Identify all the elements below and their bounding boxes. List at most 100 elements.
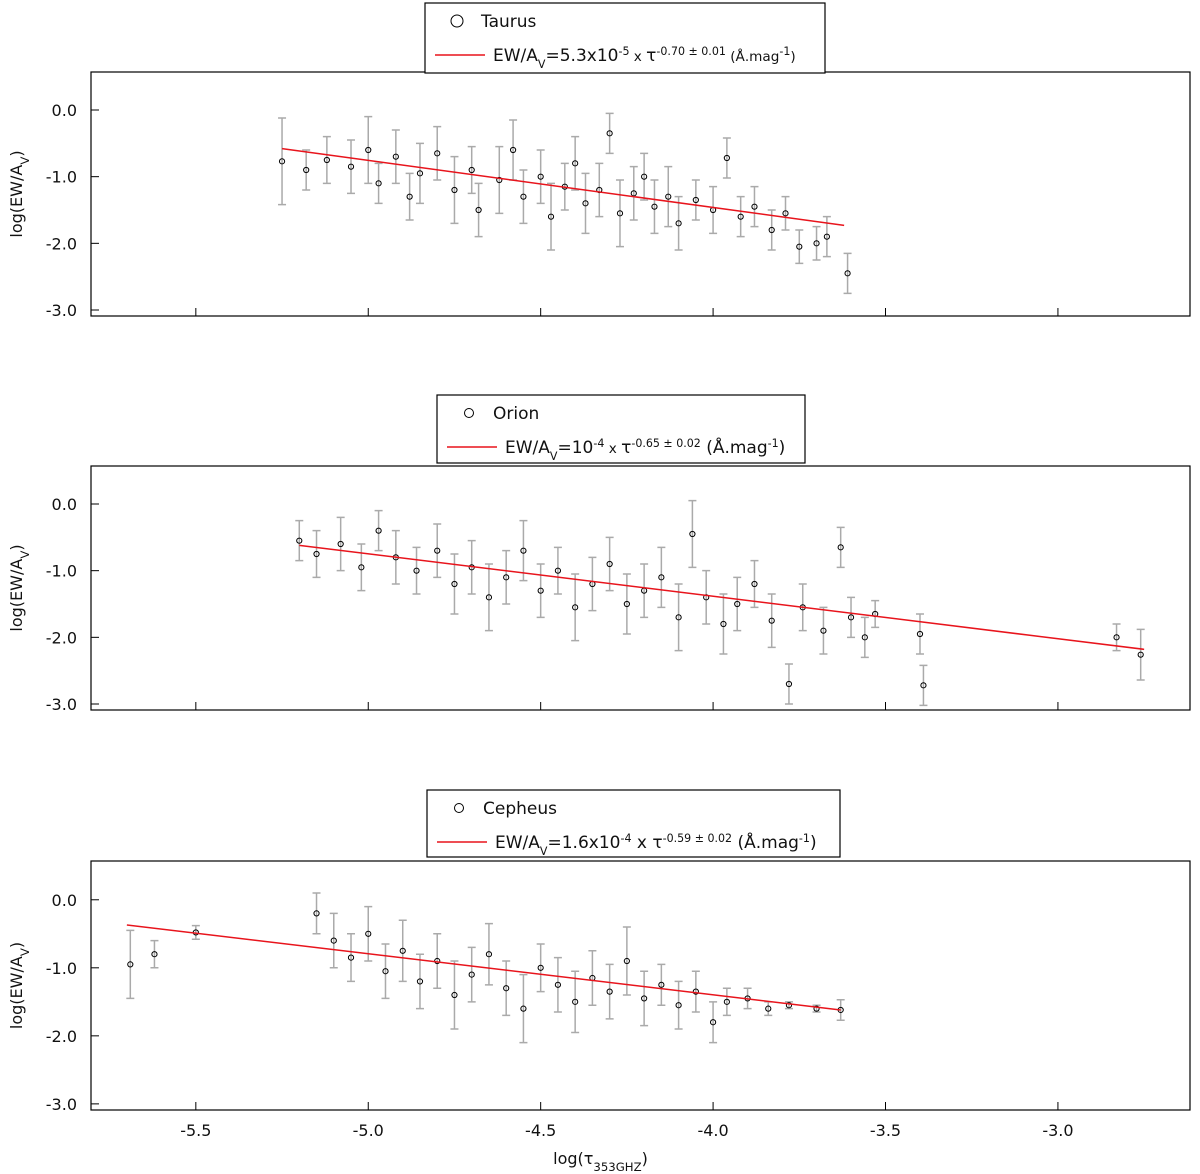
- point: [296, 537, 303, 544]
- point: [375, 180, 382, 187]
- error-bar: [781, 195, 790, 231]
- x-tick-label: -4.5: [525, 1121, 556, 1140]
- error-bar: [484, 922, 493, 986]
- text-part: log(EW/A: [7, 559, 26, 632]
- legend-label: EW/AV=1.6x10-4 x τ-0.59 ± 0.02 (Å.mag-1): [495, 831, 817, 858]
- point: [416, 978, 424, 985]
- error-bar: [467, 946, 476, 1003]
- text-part: Taurus: [480, 12, 537, 32]
- error-bar: [278, 117, 287, 206]
- text-part: =1.6x10: [547, 833, 620, 853]
- error-bar: [374, 509, 383, 552]
- error-bar: [657, 546, 666, 609]
- point: [723, 998, 730, 1005]
- point: [365, 930, 372, 937]
- point: [751, 580, 758, 588]
- text-part: ): [7, 544, 26, 550]
- error-bar: [357, 543, 366, 592]
- x-tick-label: -5.5: [180, 1121, 211, 1140]
- error-bar: [364, 905, 373, 962]
- error-bar: [919, 664, 928, 707]
- point: [623, 600, 630, 608]
- error-bar: [536, 943, 545, 993]
- error-bar: [750, 185, 759, 228]
- error-bar: [605, 536, 614, 592]
- point: [582, 200, 589, 207]
- point: [658, 981, 665, 988]
- point: [434, 547, 441, 554]
- point: [692, 988, 699, 995]
- point: [503, 985, 510, 992]
- point: [751, 203, 758, 210]
- point: [709, 1019, 717, 1026]
- point: [572, 998, 579, 1005]
- point: [392, 153, 399, 160]
- plot-frame: [90, 860, 1191, 1111]
- error-bar: [843, 252, 852, 295]
- point: [616, 210, 624, 217]
- error-bar: [495, 145, 504, 215]
- point: [785, 1002, 793, 1009]
- text-part: log(τ: [553, 1149, 593, 1168]
- point: [303, 166, 310, 174]
- point: [847, 614, 855, 621]
- point: [365, 146, 372, 154]
- point: [651, 203, 658, 210]
- text-part: x: [631, 833, 652, 853]
- error-bar: [836, 999, 845, 1021]
- error-bar: [674, 980, 683, 1030]
- error-bar: [812, 225, 821, 261]
- error-bar: [629, 165, 638, 221]
- error-bar: [484, 563, 493, 632]
- text-part: Cepheus: [483, 799, 557, 819]
- y-tick-label: -1.0: [46, 168, 77, 187]
- point: [734, 600, 741, 608]
- error-bar: [415, 953, 424, 1010]
- error-bar: [1136, 628, 1145, 681]
- point: [127, 961, 134, 968]
- point: [920, 682, 927, 689]
- error-bar: [795, 229, 804, 265]
- error-bar: [719, 593, 728, 655]
- fit-line: [281, 147, 845, 227]
- legend-box: [424, 2, 826, 74]
- error-bar: [415, 142, 424, 205]
- point: [916, 630, 924, 638]
- error-bar: [736, 195, 745, 238]
- text-part: τ: [652, 833, 662, 853]
- error-bar: [519, 169, 528, 225]
- point: [468, 166, 475, 174]
- error-bar: [819, 606, 828, 655]
- point: [675, 220, 682, 227]
- legend-label: EW/AV=5.3x10-5 x τ-0.70 ± 0.01 (Å.mag-1): [493, 45, 796, 71]
- point: [796, 243, 803, 250]
- point: [813, 1005, 820, 1012]
- text-part: x: [629, 49, 646, 65]
- text-part: (Å.mag: [701, 436, 768, 458]
- point: [768, 617, 775, 624]
- error-bar: [588, 950, 597, 1006]
- point: [347, 954, 355, 961]
- error-bar: [381, 943, 390, 1000]
- fit-line: [299, 544, 1145, 651]
- point: [823, 233, 830, 240]
- error-bar: [615, 179, 624, 248]
- y-axis-label: log(EW/AV): [7, 942, 32, 1029]
- text-part: ): [7, 150, 26, 156]
- point: [313, 910, 320, 917]
- error-bar: [347, 933, 356, 983]
- point: [820, 627, 827, 634]
- text-part: -1: [779, 45, 790, 58]
- text-part: EW/A: [505, 438, 550, 458]
- text-part: V: [18, 551, 32, 559]
- x-tick-label: -3.5: [870, 1121, 901, 1140]
- error-bar: [398, 919, 407, 983]
- text-part: log(EW/A: [7, 165, 26, 238]
- error-bar: [364, 115, 373, 185]
- error-bar: [571, 135, 580, 191]
- error-bar: [322, 135, 331, 185]
- point: [451, 991, 458, 999]
- point: [554, 981, 562, 988]
- error-bar: [412, 546, 421, 595]
- text-part: V: [18, 948, 32, 956]
